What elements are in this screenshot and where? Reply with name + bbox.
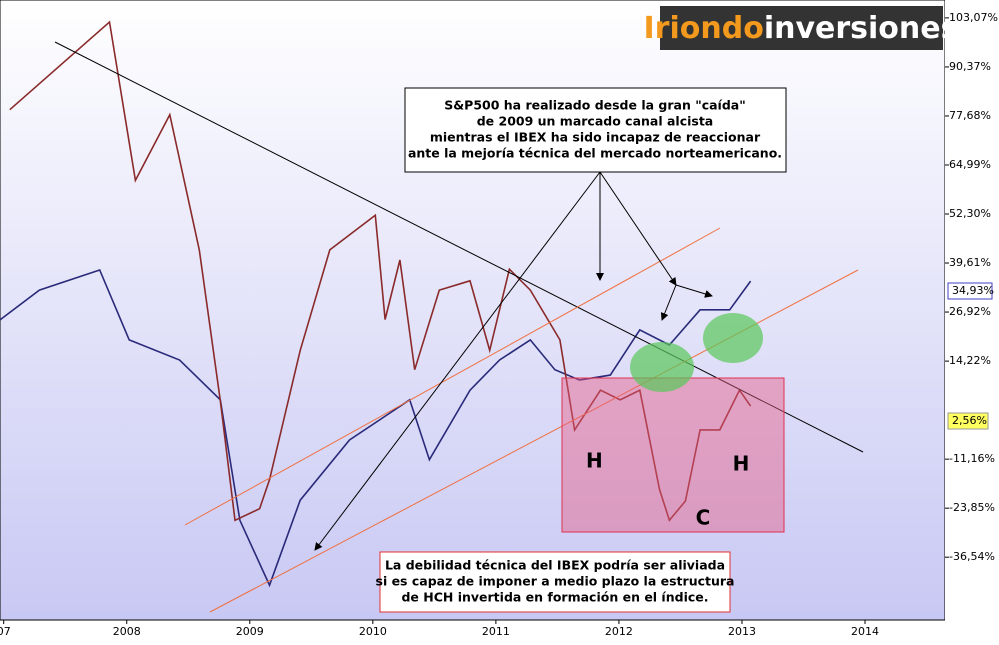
trend-line	[54, 41, 864, 453]
x-tick-label: 2011	[482, 625, 510, 638]
axis-area	[945, 0, 999, 641]
arrow	[599, 171, 677, 286]
note-text: La debilidad técnica del IBEX podría ser…	[385, 558, 725, 573]
highlight	[703, 313, 763, 363]
arrow	[314, 171, 601, 551]
arrow	[675, 284, 713, 298]
note-box	[404, 87, 787, 173]
note-box	[379, 551, 731, 613]
note-text: mientras el IBEX ha sido incapaz de reac…	[430, 130, 761, 145]
y-tick-label: 103,07%	[949, 11, 998, 24]
x-tick-label: 2012	[605, 625, 633, 638]
pattern-label: C	[696, 506, 711, 530]
y-tick-label: -36,54%	[949, 550, 995, 563]
note-text: ante la mejoría técnica del mercado nort…	[408, 146, 782, 161]
logo-box	[660, 6, 943, 50]
note-text: de HCH invertida en formación en el índi…	[401, 590, 708, 605]
note-text: si es capaz de imponer a medio plazo la …	[376, 574, 735, 589]
x-tick-label: 07	[0, 625, 11, 638]
y-tick-label: -23,85%	[949, 501, 995, 514]
last-label: 2,56%	[952, 414, 987, 427]
x-tick-label: 2014	[851, 625, 879, 638]
pattern-label: H	[733, 452, 750, 476]
x-tick-label: 2013	[728, 625, 756, 638]
x-tick-label: 2009	[236, 625, 264, 638]
y-tick-label: -11,16%	[949, 452, 995, 465]
y-tick-label: 77,68%	[949, 109, 991, 122]
note-text: S&P500 ha realizado desde la gran "caída…	[444, 98, 746, 113]
series-line	[0, 269, 752, 588]
last-label: 34,93%	[952, 284, 994, 297]
note-text: de 2009 un marcado canal alcista	[477, 114, 714, 129]
channel-line	[184, 227, 721, 526]
pattern-label: H	[586, 449, 603, 473]
y-tick-label: 39,61%	[949, 256, 991, 269]
logo: Iriondoinversiones	[644, 11, 959, 46]
y-tick-label: 26,92%	[949, 305, 991, 318]
x-tick-label: 2008	[113, 625, 141, 638]
logo-part: inversiones	[764, 11, 959, 46]
last-label-box	[947, 282, 993, 300]
logo-part: Iriondo	[644, 11, 764, 46]
y-tick-label: 64,99%	[949, 158, 991, 171]
highlight	[630, 342, 694, 392]
series-line	[9, 20, 752, 522]
y-tick-label: 52,30%	[949, 207, 991, 220]
arrow	[660, 284, 677, 321]
y-tick-label: 90,37%	[949, 60, 991, 73]
x-tick-label: 2010	[359, 625, 387, 638]
y-tick-label: 14,22%	[949, 354, 991, 367]
last-label-box	[947, 412, 989, 430]
